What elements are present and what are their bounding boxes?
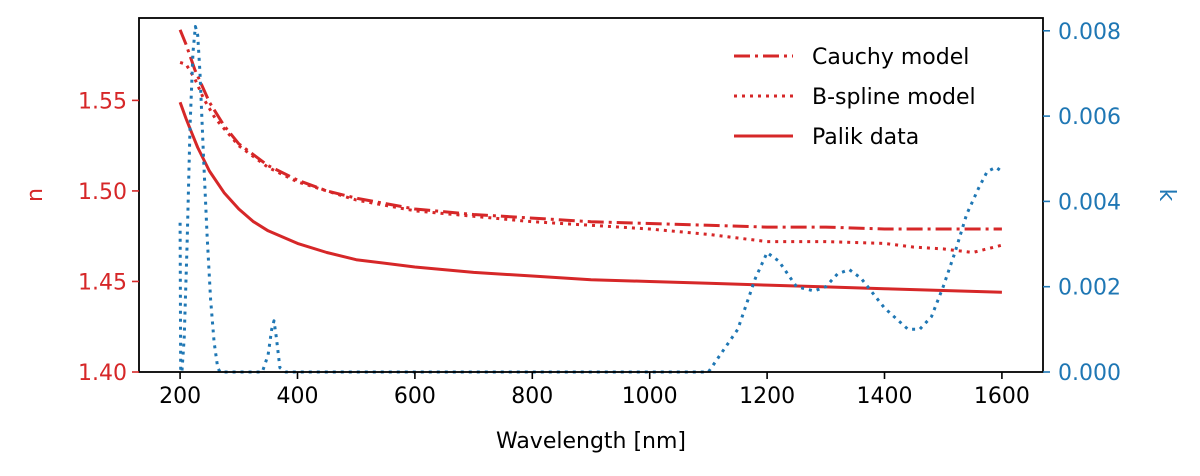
y-left-tick-label: 1.45: [78, 270, 127, 295]
plot-area: [178, 25, 1003, 374]
legend-label: Cauchy model: [812, 45, 969, 70]
y-right-tick-label: 0.008: [1058, 20, 1121, 45]
legend-label: B-spline model: [812, 85, 976, 110]
series-line-k: [178, 25, 1003, 374]
x-tick-label: 1600: [974, 384, 1030, 409]
legend: Cauchy model B-spline model Palik data: [734, 45, 976, 150]
y-axis-label-left: n: [23, 188, 48, 202]
y-left-tick-label: 1.50: [78, 180, 127, 205]
y-left-tick-label: 1.40: [78, 361, 127, 386]
legend-label: Palik data: [812, 125, 919, 150]
series-line-cauchy-model: [178, 29, 1002, 231]
y-axis-label-right: k: [1154, 189, 1179, 202]
y-right-tick-label: 0.002: [1058, 276, 1121, 301]
x-tick-label: 400: [276, 384, 318, 409]
y-right-tick-label: 0.004: [1058, 190, 1121, 215]
x-axis-label: Wavelength [nm]: [496, 429, 686, 454]
x-tick-label: 1200: [739, 384, 795, 409]
plot-frame: [138, 17, 1044, 373]
x-tick-label: 200: [159, 384, 201, 409]
y-right-tick-label: 0.006: [1058, 105, 1121, 130]
x-tick-label: 1000: [622, 384, 678, 409]
axes: 200 400 600 800 1000 1200 1400 1600 1.40 1.45 1.50…: [78, 20, 1121, 409]
x-tick-label: 600: [394, 384, 436, 409]
y-left-tick-label: 1.55: [78, 89, 127, 114]
y-right-tick-label: 0.000: [1058, 361, 1121, 386]
x-tick-label: 1400: [857, 384, 913, 409]
x-tick-label: 800: [511, 384, 553, 409]
series-line-palik-data: [178, 101, 1002, 294]
